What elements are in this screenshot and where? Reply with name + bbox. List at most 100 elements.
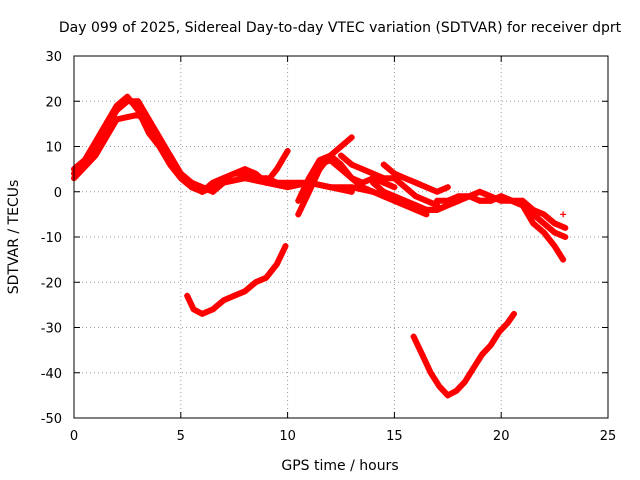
data-point [145,120,152,127]
y-tick-label: -20 [41,276,62,291]
data-point [380,188,387,195]
data-point [562,224,569,231]
data-point [338,152,344,159]
data-point [419,351,426,358]
x-tick-label: 15 [386,429,403,444]
data-point [487,197,494,204]
data-point [498,193,505,200]
chart-title: Day 099 of 2025, Sidereal Day-to-day VTE… [59,20,622,36]
data-point [252,170,259,177]
x-tick-label: 5 [177,429,185,444]
data-point [391,184,398,191]
data-point [461,378,468,385]
x-tick-label: 25 [600,429,617,444]
data-point [92,152,99,159]
data-point [190,306,197,313]
data-point [436,383,443,390]
data-point [540,229,547,236]
data-point [177,170,184,177]
data-point [530,206,537,213]
y-tick-label: 30 [45,50,62,65]
data-series-track-3 [71,111,291,195]
data-point [305,175,312,182]
data-point [338,143,344,150]
x-tick-label: 10 [279,429,296,444]
data-point [284,148,291,155]
y-tick-label: -10 [41,231,62,246]
y-axis-label: SDTVAR / TECUs [6,180,22,295]
data-point [530,220,537,227]
data-point [209,179,216,186]
data-point [476,197,483,204]
data-point [199,188,206,195]
y-tick-label: 20 [45,95,62,110]
data-point [209,188,216,195]
data-point [551,220,558,227]
data-point [124,98,131,105]
data-point [359,166,366,173]
data-point [434,206,441,213]
data-point [135,98,142,105]
data-point [380,175,387,182]
data-point [220,175,227,182]
data-point [370,179,377,186]
data-point [402,197,409,204]
data-point [348,175,355,182]
data-point [391,170,398,177]
data-point [444,392,451,399]
data-point [434,188,441,195]
data-point [348,184,355,191]
data-point [241,175,248,182]
x-tick-label: 20 [493,429,510,444]
data-point [135,111,142,118]
data-point [560,211,567,218]
data-point [316,161,323,168]
data-point [305,188,312,195]
data-point [348,161,355,168]
axis-ticks: 0 5 10 15 20 25 -50 -40 -30 -20 -10 0 10 20 30 [41,50,617,444]
data-point [263,274,270,281]
data-point [551,229,558,236]
data-point [209,306,216,313]
x-axis-label: GPS time / hours [281,458,398,474]
data-point [402,184,409,191]
data-point [551,243,558,250]
data-point [391,193,398,200]
y-tick-label: 10 [45,141,62,156]
data-point [263,179,270,186]
data-point [562,234,569,240]
data-point [560,256,567,263]
data-point [273,166,280,173]
data-point [476,188,483,195]
data-point [519,202,526,209]
data-series-track-7 [306,157,430,218]
data-point [423,184,430,191]
data-point [231,292,238,299]
data-point [370,170,377,177]
data-point [273,261,280,268]
data-point [113,107,120,114]
data-point [402,175,409,182]
data-series-track-8 [338,152,441,209]
y-tick-label: 0 [54,186,62,201]
data-point [295,197,302,204]
data-point [252,279,259,286]
data-point [453,387,460,394]
data-point [466,193,473,200]
data-point [370,188,377,195]
y-tick-label: -30 [41,322,62,337]
data-point [348,134,355,141]
y-tick-label: -50 [41,412,62,427]
data-point [540,220,547,227]
data-point [338,166,344,173]
data-point [478,351,485,358]
data-point [282,243,289,250]
data-point [423,197,430,204]
data-point [496,329,503,336]
data-point [444,184,451,191]
data-point [508,197,515,204]
data-point [434,197,441,204]
x-tick-label: 0 [70,429,78,444]
data-point [410,333,417,340]
